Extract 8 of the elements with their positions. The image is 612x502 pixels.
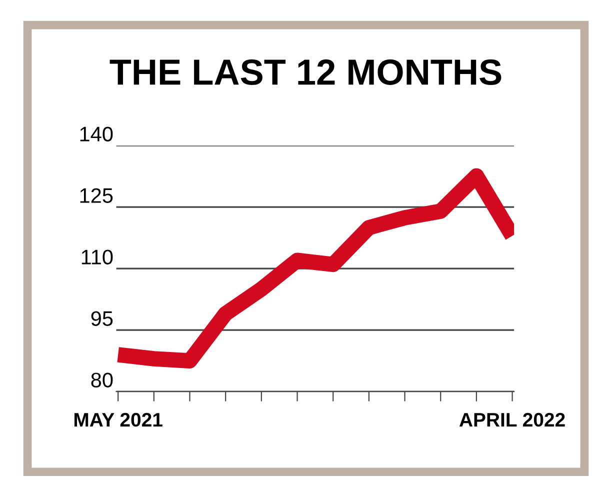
y-tick-label: 140	[80, 126, 113, 142]
y-tick-label: 95	[91, 311, 113, 326]
x-tick-label: MAY 2021	[74, 412, 162, 427]
y-tick-label: 125	[80, 188, 113, 203]
y-tick-label: 110	[82, 250, 113, 264]
chart-title: THE LAST 12 MONTHS	[110, 59, 502, 85]
y-tick-label: 80	[91, 372, 113, 388]
x-tick-label: APRIL 2022	[459, 412, 565, 427]
